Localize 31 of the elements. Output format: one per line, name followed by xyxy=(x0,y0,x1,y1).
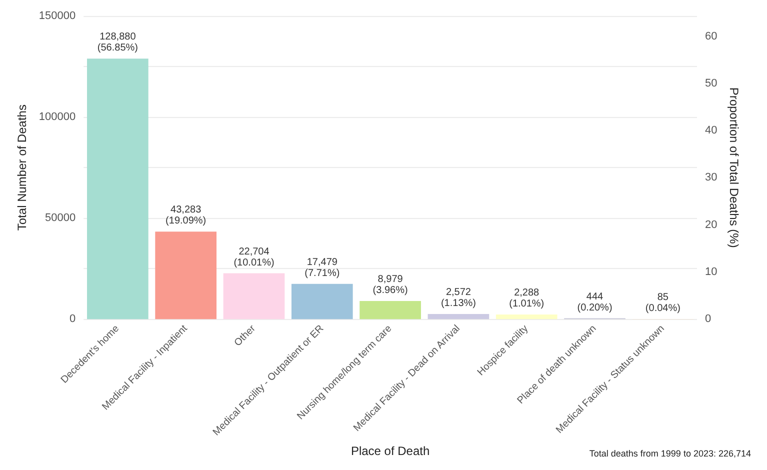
y-tick-label: 0 xyxy=(69,313,76,326)
y-tick-label: 100000 xyxy=(38,111,76,124)
data-label: 444 (0.20%) xyxy=(577,291,612,314)
bar xyxy=(496,314,558,320)
y2-tick-label: 20 xyxy=(705,218,718,231)
y2-tick-label: 40 xyxy=(705,124,718,137)
y2-tick-label: 50 xyxy=(705,77,718,90)
y2-tick-label: 30 xyxy=(705,172,718,184)
y-tick-label: 50000 xyxy=(45,212,76,224)
data-label: 2,288 (1.01%) xyxy=(509,288,544,310)
bar xyxy=(155,232,217,320)
text: Total deaths from 1999 to 2023: 226,714 xyxy=(589,448,752,458)
y-axis-title: Total Number of Deaths xyxy=(15,104,29,231)
y2-axis-title: Proportion of Total Deaths (%) xyxy=(727,87,742,248)
data-label: 8,979 (3.96%) xyxy=(372,274,408,296)
data-label: 43,283 (19.09%) xyxy=(166,204,206,227)
data-label: 128,880 (56.85%) xyxy=(97,32,138,54)
bar xyxy=(360,301,421,320)
y-tick-label: 150000 xyxy=(38,10,76,22)
bar xyxy=(87,58,148,320)
y2-tick-label: 60 xyxy=(705,30,718,42)
y2-tick-label: 10 xyxy=(705,266,718,278)
bar xyxy=(291,284,353,320)
bar xyxy=(428,314,490,320)
data-label: 22,704 (10.01%) xyxy=(234,246,274,268)
data-label: 2,572 (1.13%) xyxy=(440,286,476,309)
x-axis-title: Place of Death xyxy=(350,444,430,458)
y2-tick-label: 0 xyxy=(705,313,712,326)
bar xyxy=(223,273,285,320)
data-label: 17,479 (7.71%) xyxy=(304,256,340,279)
data-label: 85 (0.04%) xyxy=(645,292,680,314)
